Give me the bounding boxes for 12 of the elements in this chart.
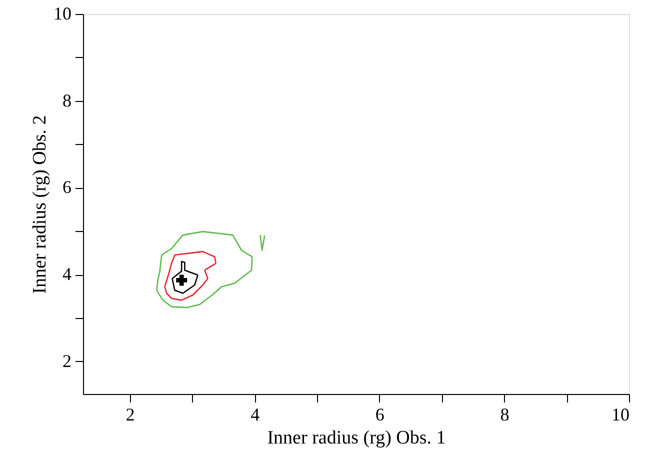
x-tick-label: 6 [375, 404, 384, 424]
y-tick-label: 8 [62, 90, 72, 110]
x-tick-label: 8 [500, 404, 510, 424]
x-tick-label: 4 [250, 404, 260, 424]
y-tick-label: 2 [62, 350, 72, 371]
x-tick-label: 2 [126, 404, 135, 424]
y-tick-label: 10 [54, 4, 72, 24]
y-tick-label: 6 [62, 177, 72, 198]
y-axis-title: Inner radius (rg) Obs. 2 [30, 115, 50, 294]
x-axis-title: Inner radius (rg) Obs. 1 [267, 428, 446, 448]
x-tick-label: 10 [612, 404, 630, 424]
y-tick-label: 4 [62, 264, 72, 284]
